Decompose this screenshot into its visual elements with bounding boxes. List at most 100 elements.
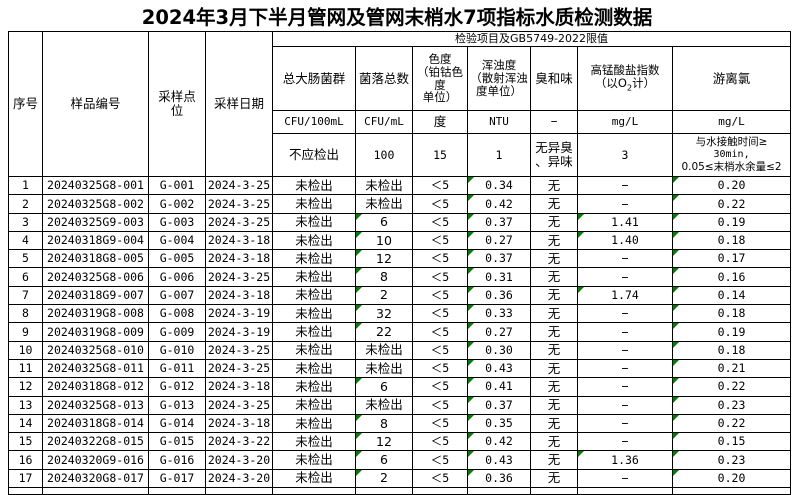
row-colony-count[interactable]: 6: [355, 212, 413, 232]
row-turbidity[interactable]: 0.34: [467, 175, 531, 196]
row-chroma[interactable]: ＜5: [412, 175, 468, 196]
row-permanganate[interactable]: −: [577, 304, 673, 324]
row-cell-partial[interactable]: [272, 487, 356, 495]
row-sample-point[interactable]: G-006: [148, 267, 206, 287]
row-turbidity[interactable]: 0.43: [467, 358, 531, 379]
row-sample-point[interactable]: G-010: [148, 340, 206, 360]
row-turbidity[interactable]: 0.37: [467, 212, 531, 232]
row-odor-taste[interactable]: 无: [530, 249, 578, 269]
row-sample-date[interactable]: 2024-3-25: [205, 395, 273, 415]
row-permanganate[interactable]: −: [577, 468, 673, 489]
row-odor-taste[interactable]: 无: [530, 194, 578, 214]
row-sample-date[interactable]: 2024-3-18: [205, 230, 273, 251]
row-seq[interactable]: 6: [8, 267, 43, 287]
row-colony-count[interactable]: 10: [355, 230, 413, 251]
row-seq[interactable]: 9: [8, 322, 43, 342]
row-free-chlorine[interactable]: 0.17: [671, 249, 792, 269]
row-turbidity[interactable]: 0.37: [467, 249, 531, 269]
row-sample-date[interactable]: 2024-3-18: [205, 377, 273, 397]
row-sample-id[interactable]: 20240325G9-003: [42, 212, 149, 232]
row-colony-count[interactable]: 未检出: [355, 194, 413, 214]
row-seq[interactable]: 11: [8, 358, 43, 379]
row-colony-count[interactable]: 未检出: [355, 340, 413, 360]
row-odor-taste[interactable]: 无: [530, 432, 578, 452]
row-sample-point[interactable]: G-002: [148, 194, 206, 214]
table-row[interactable]: 1 20240325G8-001 G-001 2024-3-25 未检出 未检出 ＜5 0.3…: [8, 175, 792, 196]
row-permanganate[interactable]: −: [577, 413, 673, 434]
table-row[interactable]: 3 20240325G9-003 G-003 2024-3-25 未检出 6 ＜5 0.37 无…: [8, 212, 792, 232]
row-seq[interactable]: 2: [8, 194, 43, 214]
row-turbidity[interactable]: 0.33: [467, 304, 531, 324]
row-odor-taste[interactable]: 无: [530, 212, 578, 232]
row-cell-partial[interactable]: [671, 487, 792, 495]
row-total-coliform[interactable]: 未检出: [272, 230, 356, 251]
row-seq[interactable]: 4: [8, 230, 43, 251]
row-sample-date[interactable]: 2024-3-18: [205, 413, 273, 434]
row-sample-id[interactable]: 20240318G8-012: [42, 377, 149, 397]
row-colony-count[interactable]: 6: [355, 377, 413, 397]
row-free-chlorine[interactable]: 0.18: [671, 230, 792, 251]
row-chroma[interactable]: ＜5: [412, 358, 468, 379]
row-turbidity[interactable]: 0.35: [467, 413, 531, 434]
row-sample-date[interactable]: 2024-3-18: [205, 249, 273, 269]
table-row[interactable]: 15 20240322G8-015 G-015 2024-3-22 未检出 12 ＜5 0.4…: [8, 432, 792, 452]
row-cell-partial[interactable]: [205, 487, 273, 495]
row-odor-taste[interactable]: 无: [530, 175, 578, 196]
row-odor-taste[interactable]: 无: [530, 322, 578, 342]
row-sample-point[interactable]: G-003: [148, 212, 206, 232]
row-sample-point[interactable]: G-017: [148, 468, 206, 489]
row-free-chlorine[interactable]: 0.18: [671, 340, 792, 360]
row-free-chlorine[interactable]: 0.16: [671, 267, 792, 287]
row-odor-taste[interactable]: 无: [530, 230, 578, 251]
row-sample-date[interactable]: 2024-3-25: [205, 340, 273, 360]
table-row[interactable]: 4 20240318G9-004 G-004 2024-3-18 未检出 10 ＜5 0.27…: [8, 230, 792, 251]
row-colony-count[interactable]: 2: [355, 468, 413, 489]
row-colony-count[interactable]: 12: [355, 249, 413, 269]
row-sample-point[interactable]: G-016: [148, 450, 206, 470]
row-total-coliform[interactable]: 未检出: [272, 450, 356, 470]
row-odor-taste[interactable]: 无: [530, 395, 578, 415]
row-chroma[interactable]: ＜5: [412, 285, 468, 306]
table-row[interactable]: 11 20240325G8-011 G-011 2024-3-25 未检出 未检出 ＜5 0.…: [8, 358, 792, 379]
row-odor-taste[interactable]: 无: [530, 267, 578, 287]
row-sample-point[interactable]: G-015: [148, 432, 206, 452]
row-free-chlorine[interactable]: 0.20: [671, 468, 792, 489]
row-free-chlorine[interactable]: 0.21: [671, 358, 792, 379]
row-sample-date[interactable]: 2024-3-19: [205, 304, 273, 324]
row-seq[interactable]: 3: [8, 212, 43, 232]
row-colony-count[interactable]: 32: [355, 304, 413, 324]
row-colony-count[interactable]: 8: [355, 413, 413, 434]
row-turbidity[interactable]: 0.37: [467, 395, 531, 415]
row-total-coliform[interactable]: 未检出: [272, 377, 356, 397]
row-cell-partial[interactable]: [42, 487, 149, 495]
row-free-chlorine[interactable]: 0.19: [671, 322, 792, 342]
row-odor-taste[interactable]: 无: [530, 450, 578, 470]
row-chroma[interactable]: ＜5: [412, 212, 468, 232]
row-cell-partial[interactable]: [467, 487, 531, 495]
row-sample-id[interactable]: 20240325G8-011: [42, 358, 149, 379]
row-total-coliform[interactable]: 未检出: [272, 468, 356, 489]
row-odor-taste[interactable]: 无: [530, 340, 578, 360]
row-sample-date[interactable]: 2024-3-25: [205, 212, 273, 232]
row-seq[interactable]: 8: [8, 304, 43, 324]
row-colony-count[interactable]: 未检出: [355, 395, 413, 415]
row-total-coliform[interactable]: 未检出: [272, 432, 356, 452]
row-sample-id[interactable]: 20240325G8-006: [42, 267, 149, 287]
row-chroma[interactable]: ＜5: [412, 432, 468, 452]
row-cell-partial[interactable]: [577, 487, 673, 495]
row-chroma[interactable]: ＜5: [412, 267, 468, 287]
table-row[interactable]: 14 20240318G8-014 G-014 2024-3-18 未检出 8 ＜5 0.35…: [8, 413, 792, 434]
row-sample-id[interactable]: 20240320G8-017: [42, 468, 149, 489]
row-sample-point[interactable]: G-001: [148, 175, 206, 196]
row-seq[interactable]: 15: [8, 432, 43, 452]
row-total-coliform[interactable]: 未检出: [272, 249, 356, 269]
row-chroma[interactable]: ＜5: [412, 194, 468, 214]
table-row[interactable]: 10 20240325G8-010 G-010 2024-3-25 未检出 未检出 ＜5 0.…: [8, 340, 792, 360]
row-odor-taste[interactable]: 无: [530, 304, 578, 324]
row-chroma[interactable]: ＜5: [412, 230, 468, 251]
row-colony-count[interactable]: 2: [355, 285, 413, 306]
row-sample-date[interactable]: 2024-3-22: [205, 432, 273, 452]
row-sample-id[interactable]: 20240319G8-008: [42, 304, 149, 324]
row-free-chlorine[interactable]: 0.15: [671, 432, 792, 452]
table-row-partial[interactable]: [8, 487, 792, 495]
